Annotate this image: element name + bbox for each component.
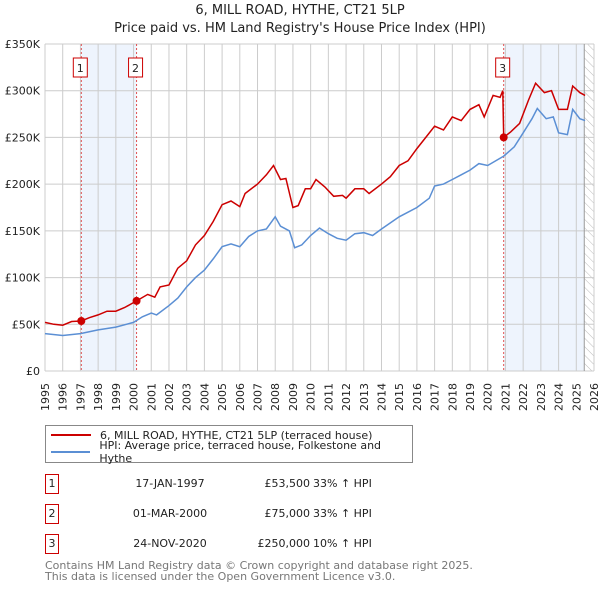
property-price-line xyxy=(44,81,586,326)
legend-swatch-red xyxy=(51,434,91,436)
sale-label: 2 xyxy=(132,62,139,75)
y-tick-label: £0 xyxy=(26,365,40,378)
sale-point xyxy=(132,296,141,305)
y-tick-label: £50K xyxy=(12,318,41,331)
x-tick-label: 2012 xyxy=(340,383,353,411)
x-tick-label: 2000 xyxy=(128,383,141,411)
x-tick-label: 2009 xyxy=(287,383,300,411)
sale-hpi-diff: 33% ↑ HPI xyxy=(313,507,372,520)
sale-label-box xyxy=(72,57,88,78)
x-tick-label: 2002 xyxy=(163,383,176,411)
sale-badge: 2 xyxy=(45,504,59,524)
sale-row: 3 24-NOV-2020 £250,000 10% ↑ HPI xyxy=(45,534,445,554)
legend: 6, MILL ROAD, HYTHE, CT21 5LP (terraced … xyxy=(45,425,413,465)
sale-date: 01-MAR-2000 xyxy=(132,507,208,520)
x-tick-label: 2025 xyxy=(570,383,583,411)
plot-area: 1995 1996 1997 1998 1999 2000 2001 2002 2003 2004… xyxy=(5,38,600,411)
sale-date: 17-JAN-1997 xyxy=(135,477,205,490)
sale-label-box xyxy=(495,57,511,78)
x-tick-label: 2007 xyxy=(252,383,265,411)
sale-hpi-diff: 10% ↑ HPI xyxy=(313,537,372,550)
x-tick-label: 2021 xyxy=(499,383,512,411)
x-tick-label: 2016 xyxy=(411,383,424,411)
x-tick-label: 2018 xyxy=(446,383,459,411)
sale-point xyxy=(499,133,508,142)
x-tick-label: 2008 xyxy=(269,383,282,411)
sale-point xyxy=(77,317,86,326)
sale-badge: 3 xyxy=(45,534,59,554)
x-tick-label: 2014 xyxy=(375,383,388,411)
x-tick-label: 2004 xyxy=(198,383,211,411)
x-tick-label: 1998 xyxy=(92,383,105,411)
sale-label: 3 xyxy=(499,62,506,75)
sale-price: £75,000 xyxy=(264,507,311,520)
x-tick-label: 2015 xyxy=(393,383,406,411)
future-hatch xyxy=(584,44,594,371)
footer: Contains HM Land Registry data © Crown c… xyxy=(45,560,473,582)
x-tick-label: 2022 xyxy=(517,383,530,411)
x-tick-label: 1995 xyxy=(39,383,52,411)
shaded-period xyxy=(81,44,137,371)
sale-row: 2 01-MAR-2000 £75,000 33% ↑ HPI xyxy=(45,504,445,524)
sale-label: 1 xyxy=(77,62,84,75)
x-tick-label: 2013 xyxy=(358,383,371,411)
legend-swatch-blue xyxy=(51,451,91,453)
x-tick-label: 2010 xyxy=(305,383,318,411)
sale-badge: 1 xyxy=(45,474,59,494)
hpi-line xyxy=(44,107,586,337)
x-tick-label: 2023 xyxy=(535,383,548,411)
y-tick-label: £250K xyxy=(5,131,41,144)
x-tick-label: 1999 xyxy=(110,383,123,411)
x-tick-label: 2024 xyxy=(553,383,566,411)
shaded-period xyxy=(503,44,585,371)
sale-row: 1 17-JAN-1997 £53,500 33% ↑ HPI xyxy=(45,474,445,494)
sale-price: £53,500 xyxy=(264,477,311,490)
legend-label-hpi: HPI: Average price, terraced house, Folk… xyxy=(99,439,382,465)
x-tick-label: 2020 xyxy=(482,383,495,411)
sale-hpi-diff: 33% ↑ HPI xyxy=(313,477,372,490)
x-tick-label: 2019 xyxy=(464,383,477,411)
legend-label-property: 6, MILL ROAD, HYTHE, CT21 5LP (terraced … xyxy=(100,428,373,442)
y-tick-label: £150K xyxy=(5,225,41,238)
sale-price: £250,000 xyxy=(257,537,311,550)
footer-licence: This data is licensed under the Open Gov… xyxy=(45,570,396,583)
x-tick-label: 2011 xyxy=(322,383,335,411)
y-tick-label: £350K xyxy=(5,38,41,51)
x-tick-label: 2017 xyxy=(429,383,442,411)
x-tick-label: 1997 xyxy=(74,383,87,411)
y-tick-label: £200K xyxy=(5,178,41,191)
x-tick-label: 2006 xyxy=(234,383,247,411)
footer-copyright: Contains HM Land Registry data © Crown c… xyxy=(45,559,473,572)
legend-item-property: 6, MILL ROAD, HYTHE, CT21 5LP (terraced … xyxy=(51,427,372,443)
x-tick-label: 2003 xyxy=(181,383,194,411)
chart-subtitle: Price paid vs. HM Land Registry's House … xyxy=(114,21,486,36)
x-tick-label: 2001 xyxy=(145,383,158,411)
x-tick-label: 1996 xyxy=(57,383,70,411)
y-tick-label: £100K xyxy=(5,272,41,285)
chart-title: 6, MILL ROAD, HYTHE, CT21 5LP xyxy=(195,3,405,18)
x-tick-label: 2026 xyxy=(588,383,600,411)
x-tick-label: 2005 xyxy=(216,383,229,411)
legend-item-hpi: HPI: Average price, terraced house, Folk… xyxy=(51,439,412,465)
sale-label-box xyxy=(128,57,144,78)
sale-date: 24-NOV-2020 xyxy=(133,537,207,550)
y-tick-label: £300K xyxy=(5,85,41,98)
